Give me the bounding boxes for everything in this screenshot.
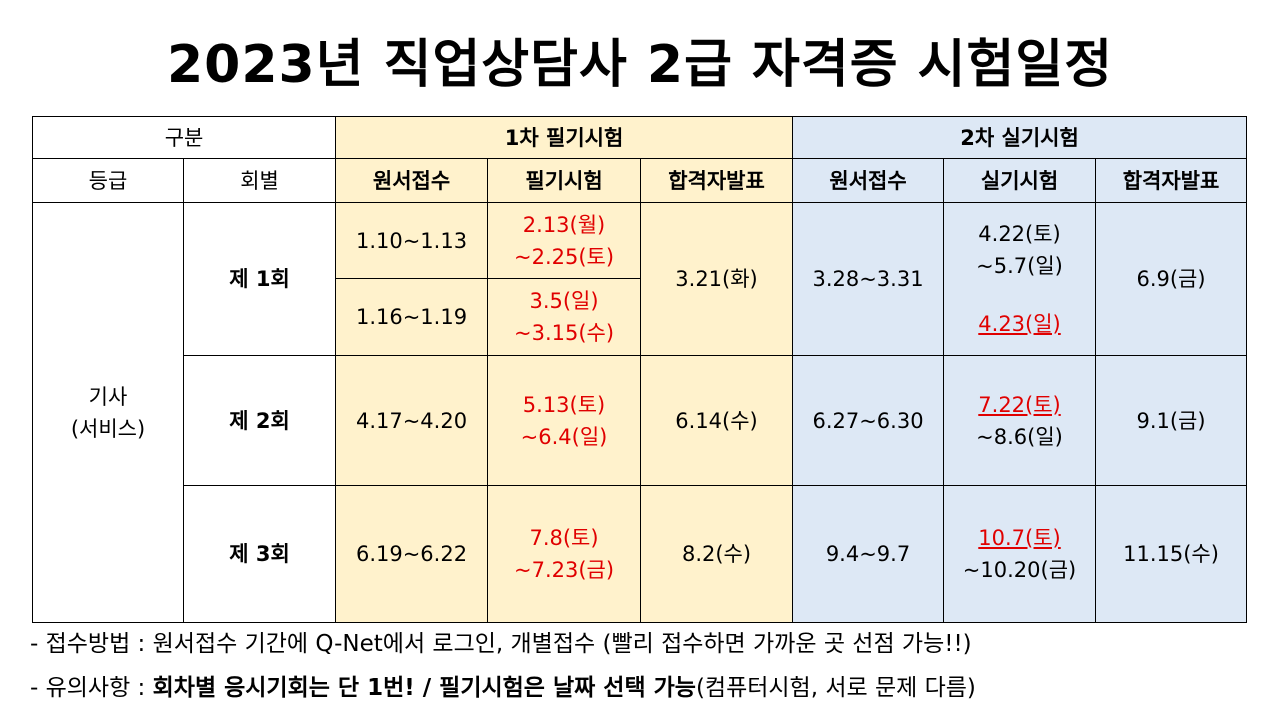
- cell: 제 2회: [182, 355, 337, 486]
- row: 1.16~1.19 3.5(일) ~3.15(수): [33, 278, 1247, 356]
- cell: 1.16~1.19: [335, 278, 489, 356]
- cell: 6.27~6.30: [792, 355, 945, 486]
- spacer: [944, 282, 1095, 308]
- text: 5.13(토): [522, 392, 606, 417]
- note-bold: 회차별 응시기회는 단 1번! / 필기시험은 날짜 선택 가능: [152, 675, 696, 701]
- cell: 6.9(금): [1095, 202, 1248, 356]
- text: 4.22(토): [978, 222, 1061, 246]
- notes: - 접수방법 : 원서접수 기간에 Q-Net에서 로그인, 개별접수 (빨리 …: [30, 622, 976, 710]
- row: 제 3회 6.19~6.22 7.8(토) ~7.23(금) 8.2(수) 9.4…: [33, 485, 1248, 623]
- text: ~10.20(금): [962, 558, 1077, 582]
- cell: 2.13(월) ~2.25(토): [487, 202, 642, 279]
- cell: 원서접수: [335, 158, 489, 203]
- cell: 6.14(수): [640, 355, 794, 486]
- text: 3.5(일): [529, 289, 599, 313]
- cell: 2차 실기시험: [792, 116, 1248, 159]
- cell: 11.15(수): [1095, 485, 1248, 623]
- cell: 7.8(토) ~7.23(금): [487, 485, 642, 623]
- cell: 1.10~1.13: [335, 202, 489, 279]
- cell: 5.13(토) ~6.4(일): [487, 355, 642, 486]
- text: 2.13(월): [522, 212, 606, 237]
- text: ~5.7(일): [976, 254, 1063, 278]
- cell: 합격자발표: [1095, 158, 1248, 203]
- cell: 4.22(토) ~5.7(일) 4.23(일): [943, 202, 1097, 356]
- text: (서비스): [70, 416, 146, 441]
- group-header-row: 구분 1차 필기시험 2차 실기시험: [31, 116, 1248, 159]
- title: 2023년 직업상담사 2급 자격증 시험일정: [166, 35, 1114, 95]
- cell: 3.5(일) ~3.15(수): [487, 278, 642, 356]
- text: 7.8(토): [529, 526, 599, 550]
- text: 10.7(토): [978, 526, 1061, 550]
- cell: 실기시험: [943, 158, 1097, 203]
- note-label: - 유의사항 :: [30, 675, 153, 701]
- text: 7.22(토): [978, 392, 1061, 417]
- cell: 9.1(금): [1095, 355, 1248, 486]
- text: 기사: [88, 384, 128, 409]
- cell: 구분: [31, 116, 337, 159]
- note-text: (컴퓨터시험, 서로 문제 다름): [695, 675, 976, 701]
- cell: 3.28~3.31: [792, 202, 945, 356]
- schedule-table: 구분 1차 필기시험 2차 실기시험 등급 회별 원서접수 필기시험 합격자발표…: [31, 116, 1248, 623]
- cell: 6.19~6.22: [335, 485, 489, 623]
- text: ~7.23(금): [513, 558, 615, 582]
- cell: 기사 (서비스): [32, 202, 184, 623]
- cell: 원서접수: [792, 158, 945, 203]
- text: 4.23(일): [978, 312, 1061, 336]
- row: 제 2회 4.17~4.20 5.13(토) ~6.4(일) 6.14(수) 6.…: [33, 355, 1248, 486]
- cell: 합격자발표: [640, 158, 794, 203]
- cell: 10.7(토) ~10.20(금): [943, 485, 1097, 623]
- cell: 8.2(수): [640, 485, 794, 623]
- cell: 4.17~4.20: [335, 355, 489, 486]
- text: ~3.15(수): [513, 321, 615, 345]
- note-label: - 접수방법 :: [30, 631, 153, 657]
- cell: 9.4~9.7: [792, 485, 945, 623]
- note: - 유의사항 : 회차별 응시기회는 단 1번! / 필기시험은 날짜 선택 가…: [30, 666, 976, 710]
- cell: 3.21(화): [640, 202, 794, 356]
- text: ~6.4(일): [520, 424, 608, 449]
- cell: 필기시험: [487, 158, 642, 203]
- cell: 제 1회: [182, 202, 337, 356]
- row: 기사 (서비스) 제 1회 1.10~1.13 2.13(월) ~2.25(토) 3…: [32, 202, 1248, 623]
- text: ~2.25(토): [513, 244, 615, 269]
- text: ~8.6(일): [976, 424, 1063, 449]
- cell: 회별: [182, 158, 337, 203]
- cell: 7.22(토) ~8.6(일): [943, 355, 1097, 486]
- cell: 등급: [32, 158, 184, 203]
- note: - 접수방법 : 원서접수 기간에 Q-Net에서 로그인, 개별접수 (빨리 …: [30, 622, 976, 666]
- cell: 1차 필기시험: [335, 116, 794, 159]
- column-header-row: 등급 회별 원서접수 필기시험 합격자발표 원서접수 실기시험 합격자발표: [32, 158, 1248, 203]
- cell: 제 3회: [182, 485, 337, 623]
- note-text: 원서접수 기간에 Q-Net에서 로그인, 개별접수 (빨리 접수하면 가까운 …: [152, 631, 972, 657]
